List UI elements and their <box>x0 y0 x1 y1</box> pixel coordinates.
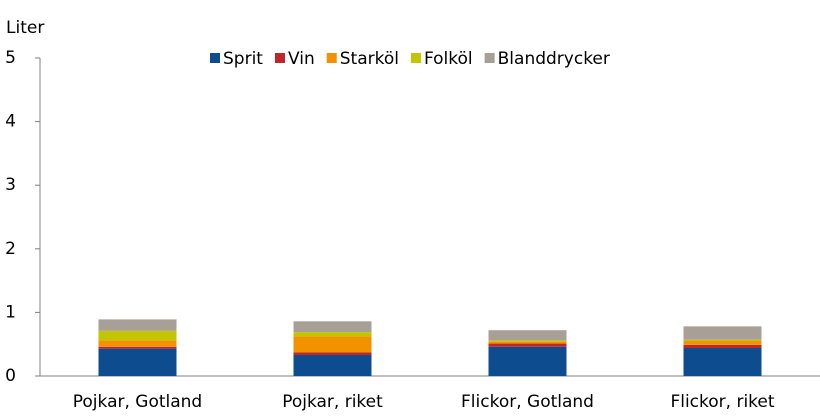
legend-swatch <box>274 53 285 63</box>
x-tick-label: Pojkar, riket <box>282 392 383 412</box>
x-tick-label: Flickor, Gotland <box>461 392 594 412</box>
bar-segment <box>488 341 567 344</box>
bar-segment <box>488 343 567 347</box>
bar-segment <box>683 326 762 340</box>
y-tick-label: 1 <box>5 302 16 322</box>
bar-segment <box>293 352 372 356</box>
bar-segment <box>683 341 762 345</box>
y-tick-label: 4 <box>5 112 16 132</box>
bar-segment <box>488 346 567 376</box>
legend-label: Blanddrycker <box>498 49 610 69</box>
bar-segment <box>98 319 177 331</box>
bar-segment <box>683 339 762 342</box>
legend-swatch <box>210 53 220 63</box>
legend-label: Vin <box>288 49 315 69</box>
bar-segment <box>293 332 372 337</box>
legend-swatch <box>326 53 337 63</box>
bar-segment <box>293 321 372 333</box>
y-tick-label: 5 <box>5 48 16 68</box>
bar-segment <box>98 346 177 349</box>
y-tick-label: 3 <box>5 175 16 195</box>
bar-segment <box>293 355 372 376</box>
bar-segment <box>98 340 177 347</box>
y-axis-label: Liter <box>6 18 44 38</box>
y-tick-label: 2 <box>5 239 16 259</box>
legend-label: Sprit <box>223 49 263 69</box>
x-tick-label: Pojkar, Gotland <box>73 392 202 412</box>
legend-label: Starköl <box>340 49 399 69</box>
bar-segment <box>488 340 567 342</box>
bar-segment <box>98 348 177 376</box>
bar-segment <box>293 336 372 353</box>
y-tick-label: 0 <box>5 366 16 386</box>
bar-segment <box>98 330 177 341</box>
bar-segment <box>683 348 762 376</box>
bar-segment <box>683 344 762 349</box>
legend-label: Folköl <box>424 49 473 69</box>
bar-segment <box>488 330 567 341</box>
legend-swatch <box>410 53 421 63</box>
legend-swatch <box>484 53 495 63</box>
x-tick-label: Flickor, riket <box>670 392 774 412</box>
